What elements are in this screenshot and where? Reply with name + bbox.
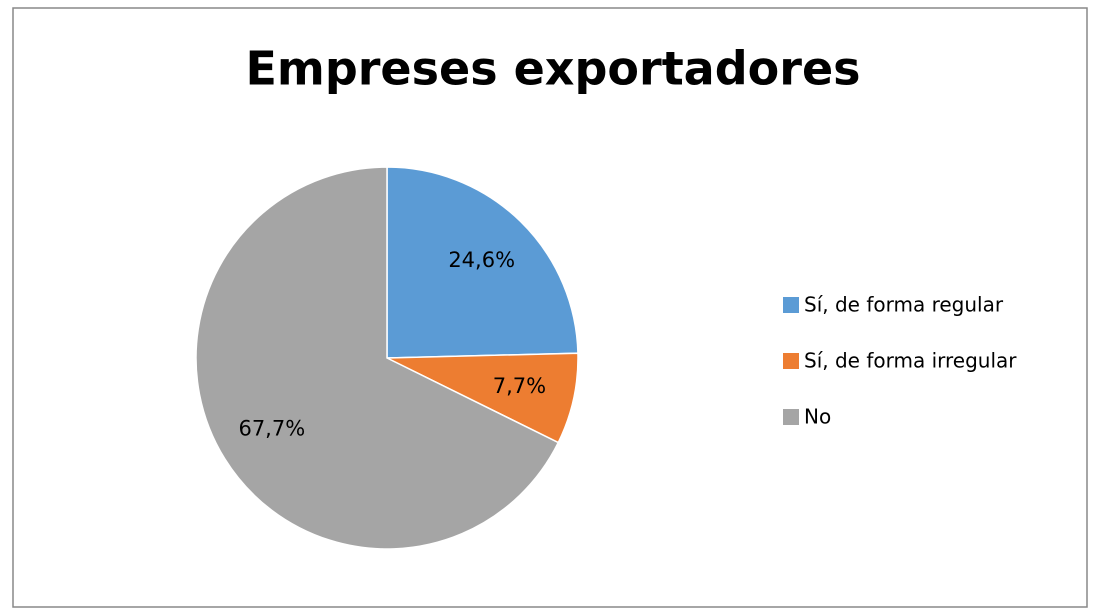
legend-swatch — [783, 409, 799, 425]
legend-swatch — [783, 297, 799, 313]
legend-label: Sí, de forma irregular — [804, 349, 1017, 373]
pie-slice — [195, 166, 560, 550]
chart-title: Empreses exportadores — [245, 42, 860, 96]
legend-label: No — [804, 405, 831, 429]
data-label: 7,7% — [493, 374, 546, 398]
data-label: 67,7% — [238, 417, 305, 441]
data-label: 24,6% — [448, 248, 515, 272]
legend-swatch — [783, 353, 799, 369]
legend-label: Sí, de forma regular — [804, 293, 1004, 317]
pie-slice — [386, 352, 579, 444]
pie-slice — [386, 166, 579, 359]
